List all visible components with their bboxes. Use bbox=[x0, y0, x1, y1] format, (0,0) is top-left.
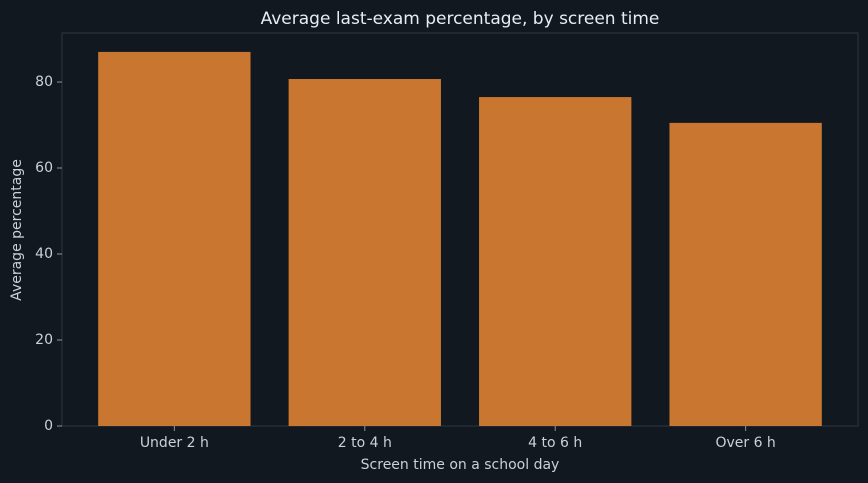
x-axis-label: Screen time on a school day bbox=[361, 457, 560, 473]
y-tick-label: 80 bbox=[35, 74, 53, 90]
x-tick-label: 2 to 4 h bbox=[338, 435, 392, 451]
y-axis-label: Average percentage bbox=[9, 159, 25, 301]
x-tick-label: Under 2 h bbox=[140, 435, 209, 451]
chart-title: Average last-exam percentage, by screen … bbox=[261, 9, 660, 29]
plot-frame bbox=[61, 32, 859, 427]
bar bbox=[669, 122, 822, 427]
y-tick-label: 60 bbox=[35, 160, 53, 176]
y-tick-label: 0 bbox=[44, 418, 53, 434]
y-tick-label: 20 bbox=[35, 332, 53, 348]
y-tick-label: 40 bbox=[35, 246, 53, 262]
x-tick-label: Over 6 h bbox=[715, 435, 775, 451]
bar bbox=[98, 51, 251, 426]
bar bbox=[288, 79, 441, 426]
bar bbox=[479, 97, 632, 426]
x-tick-label: 4 to 6 h bbox=[528, 435, 582, 451]
